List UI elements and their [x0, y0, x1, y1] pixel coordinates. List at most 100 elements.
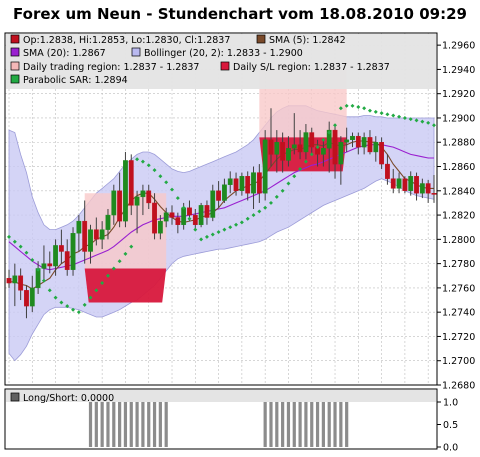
sar-dot	[222, 227, 227, 232]
y-tick-label: 1.2740	[442, 308, 475, 319]
long-short-bar	[129, 402, 133, 447]
legend-swatch	[10, 74, 20, 84]
candle-body	[198, 205, 204, 225]
candle-body	[373, 142, 379, 153]
candle-body	[390, 178, 396, 189]
y-tick-label: 1.2680	[442, 381, 475, 392]
candle-body	[146, 190, 152, 204]
candle-body	[18, 275, 24, 291]
y-axis: 1.2960 1.2940 1.2920 1.2900 1.2880 1.2860 1.28…	[437, 41, 475, 392]
sub-panel-frame	[4, 388, 438, 450]
candle-body	[385, 163, 390, 179]
long-short-bar	[118, 402, 122, 447]
sar-dot	[280, 188, 285, 193]
long-short-bar	[158, 402, 162, 447]
sar-dot	[379, 111, 384, 116]
long-short-bar	[315, 402, 320, 447]
legend-swatch	[10, 47, 20, 57]
long-short-bar	[286, 402, 291, 447]
long-short-bar	[333, 402, 337, 447]
sar-dot	[397, 114, 402, 119]
long-short-bar	[304, 402, 308, 447]
sub-plot-area: Long/Short: 0.0000	[6, 390, 436, 447]
candle-body	[192, 214, 198, 225]
long-short-bar	[112, 402, 116, 447]
sar-dot	[199, 237, 204, 242]
sar-dot	[111, 266, 116, 271]
long-short-bar	[298, 402, 302, 447]
legend-label: SMA (20): 1.2867	[23, 48, 106, 59]
sar-dot	[216, 230, 221, 235]
legend-label: SMA (5): 1.2842	[269, 35, 346, 46]
sar-dot	[391, 113, 396, 118]
candle-body	[53, 245, 58, 267]
sar-dot	[333, 123, 338, 128]
candle-body	[157, 220, 163, 234]
sar-dot	[327, 130, 332, 135]
candle-body	[425, 183, 431, 194]
sub-y-tick-label: 0.5	[443, 420, 458, 431]
y-tick-label: 1.2900	[442, 113, 475, 124]
candle-body	[338, 142, 344, 165]
sub-y-tick-label: 0.0	[443, 443, 458, 454]
candle-body	[326, 129, 332, 149]
sar-dot	[402, 115, 407, 120]
candle-body	[402, 178, 408, 191]
candle-body	[58, 245, 64, 252]
candle-body	[227, 178, 233, 185]
sar-dot	[193, 227, 198, 232]
long-short-bar	[310, 402, 314, 447]
sar-dot	[234, 222, 239, 227]
long-short-bar	[281, 402, 285, 447]
candle-body	[111, 190, 117, 216]
candle-body	[233, 178, 239, 191]
candle-body	[291, 144, 297, 149]
candle-body	[41, 263, 47, 269]
candle-body	[396, 178, 402, 189]
candle-body	[297, 144, 303, 153]
long-short-bar	[88, 402, 93, 447]
candle-body	[280, 142, 286, 161]
legend-swatch	[131, 47, 141, 57]
candle-body	[210, 190, 216, 218]
sar-dot	[135, 157, 140, 162]
candle-body	[222, 184, 227, 201]
chart-title: Forex um Neun - Stundenchart vom 18.08.2…	[13, 5, 467, 23]
candle-body	[274, 142, 280, 155]
sar-dot	[117, 259, 122, 264]
y-tick-label: 1.2700	[442, 356, 475, 367]
sar-dot	[373, 109, 378, 114]
candle-body	[268, 139, 274, 155]
sub-legend-swatch	[10, 392, 20, 402]
candle-body	[320, 148, 326, 155]
sar-dot	[321, 137, 326, 142]
candle-body	[262, 139, 268, 194]
candle-body	[414, 176, 419, 194]
candle-body	[256, 172, 262, 194]
long-short-bar	[321, 402, 325, 447]
long-short-bar	[147, 402, 151, 447]
sar-dot	[146, 163, 151, 168]
y-tick-label: 1.2800	[442, 235, 475, 246]
candle-body	[379, 142, 385, 165]
y-tick-label: 1.2840	[442, 186, 475, 197]
candle-body	[332, 129, 338, 165]
sar-dot	[204, 234, 209, 239]
sar-dot	[210, 232, 215, 237]
sar-dot	[228, 225, 233, 230]
candle-body	[140, 190, 146, 198]
candle-body	[117, 190, 123, 222]
sar-dot	[414, 118, 419, 123]
sar-dot	[432, 123, 436, 128]
sar-dot	[170, 187, 174, 192]
legend-background	[6, 34, 436, 89]
long-short-bar	[106, 402, 110, 447]
candle-body	[239, 176, 245, 191]
sar-dot	[245, 216, 250, 221]
legend: Op:1.2838, Hi:1.2853, Lo:1.2830, Cl:1.28…	[6, 34, 436, 89]
legend-label: Bollinger (20, 2): 1.2833 - 1.2900	[144, 48, 303, 59]
candle-body	[105, 214, 111, 230]
legend-label: Daily trading region: 1.2837 - 1.2837	[23, 62, 199, 73]
sar-dot	[362, 106, 367, 111]
